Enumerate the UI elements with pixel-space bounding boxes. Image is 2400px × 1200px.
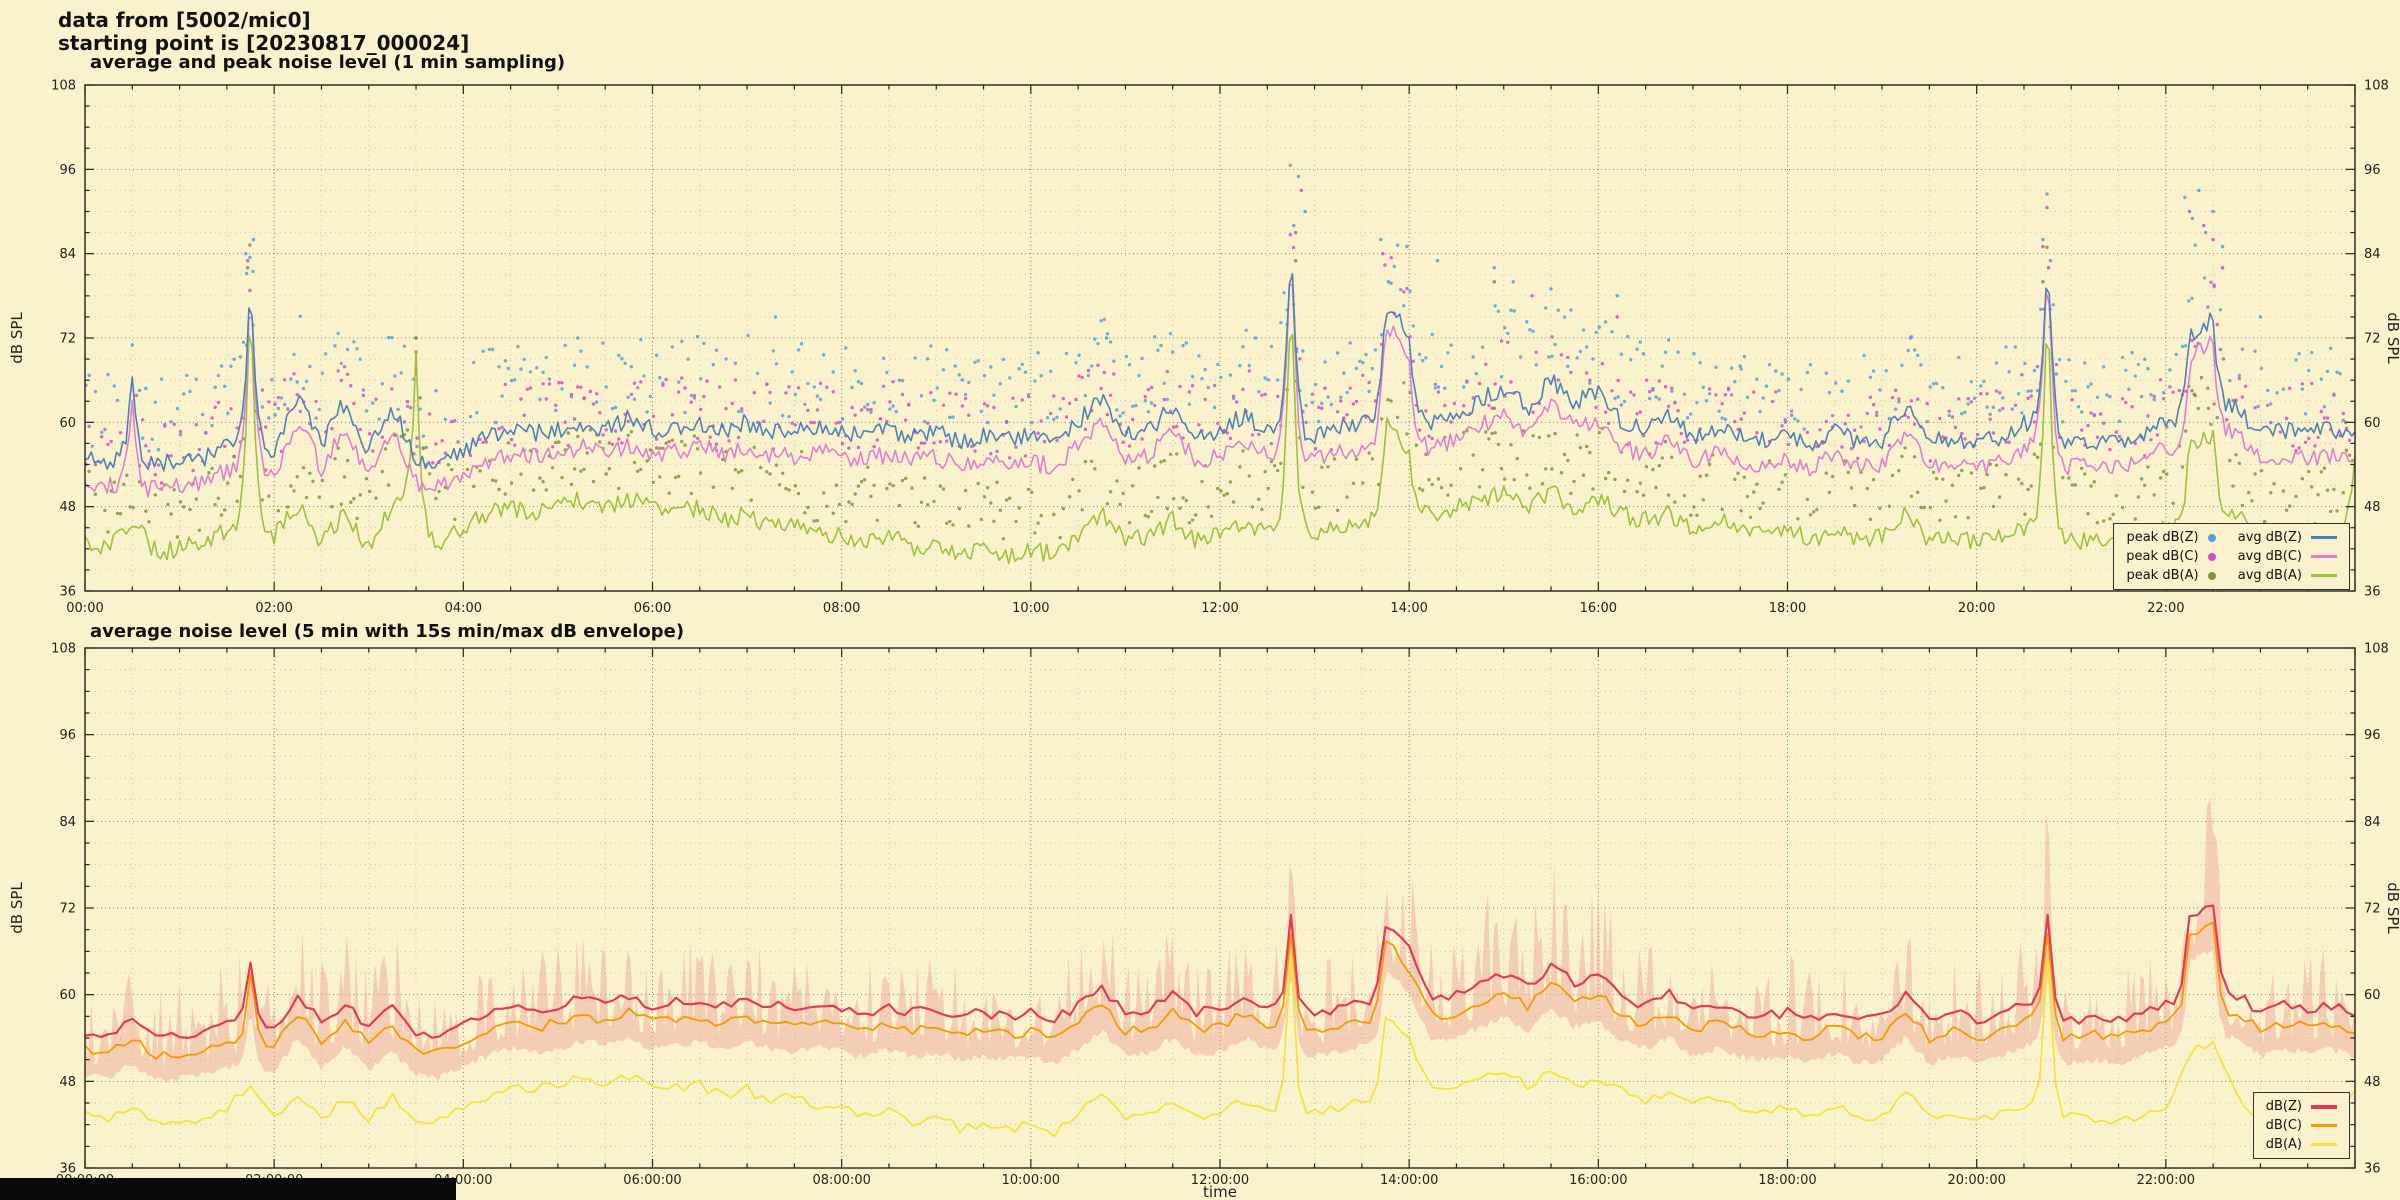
- legend-label-avg-dbz: avg dB(Z): [2237, 530, 2302, 545]
- peak-dbz-marker-icon: [2207, 533, 2216, 542]
- svg-text:96: 96: [2364, 728, 2381, 743]
- svg-text:108: 108: [2364, 79, 2389, 94]
- svg-text:08:00:00: 08:00:00: [812, 1173, 870, 1188]
- svg-text:72: 72: [2364, 332, 2381, 347]
- legend-item-peak-dba: peak dB(A): [2126, 568, 2216, 583]
- svg-text:18:00: 18:00: [1769, 601, 1806, 616]
- svg-text:12:00:00: 12:00:00: [1191, 1173, 1249, 1188]
- header-data-source: data from [5002/mic0]: [58, 8, 311, 32]
- dba-line-icon: [2311, 1143, 2337, 1146]
- svg-text:00:00: 00:00: [66, 601, 103, 616]
- legend-item-dbz: dB(Z): [2266, 1099, 2337, 1114]
- peak-dbc-marker-icon: [2207, 552, 2216, 561]
- svg-text:48: 48: [59, 1075, 76, 1090]
- svg-text:02:00: 02:00: [255, 601, 292, 616]
- svg-text:dB SPL: dB SPL: [2384, 312, 2400, 364]
- svg-text:96: 96: [2364, 163, 2381, 178]
- svg-text:108: 108: [51, 79, 76, 94]
- svg-text:60: 60: [59, 416, 76, 431]
- legend-label-peak-dbc: peak dB(C): [2126, 549, 2199, 564]
- svg-text:16:00: 16:00: [1580, 601, 1617, 616]
- svg-text:time: time: [1203, 1183, 1237, 1200]
- avg-dba-line-icon: [2311, 574, 2337, 577]
- svg-text:72: 72: [59, 902, 76, 917]
- legend-label-avg-dbc: avg dB(C): [2237, 549, 2302, 564]
- svg-text:04:00: 04:00: [445, 601, 482, 616]
- svg-text:108: 108: [51, 642, 76, 657]
- legend-label-peak-dba: peak dB(A): [2126, 568, 2199, 583]
- legend-item-dba: dB(A): [2266, 1137, 2337, 1152]
- legend-item-avg-dbc: avg dB(C): [2238, 549, 2337, 564]
- legend-label-dba: dB(A): [2265, 1137, 2302, 1152]
- legend-peak-column: peak dB(Z) peak dB(C) peak dB(A): [2126, 530, 2216, 583]
- svg-text:12:00: 12:00: [1201, 601, 1238, 616]
- svg-text:dB SPL: dB SPL: [8, 882, 26, 934]
- legend-label-avg-dba: avg dB(A): [2237, 568, 2302, 583]
- svg-text:96: 96: [59, 163, 76, 178]
- svg-text:60: 60: [59, 988, 76, 1003]
- svg-text:48: 48: [2364, 500, 2381, 515]
- svg-text:84: 84: [2364, 247, 2381, 262]
- svg-text:108: 108: [2364, 642, 2389, 657]
- svg-text:22:00: 22:00: [2147, 601, 2184, 616]
- svg-text:36: 36: [2364, 1162, 2381, 1177]
- svg-text:06:00:00: 06:00:00: [623, 1173, 681, 1188]
- svg-text:20:00: 20:00: [1958, 601, 1995, 616]
- svg-text:14:00: 14:00: [1390, 601, 1427, 616]
- legend-item-dbc: dB(C): [2266, 1118, 2337, 1133]
- legend-column: dB(Z) dB(C) dB(A): [2266, 1099, 2337, 1152]
- legend-label-dbc: dB(C): [2265, 1118, 2302, 1133]
- svg-text:84: 84: [59, 247, 76, 262]
- svg-text:18:00:00: 18:00:00: [1758, 1173, 1816, 1188]
- peak-dba-marker-icon: [2207, 571, 2216, 580]
- svg-text:60: 60: [2364, 416, 2381, 431]
- svg-text:48: 48: [59, 500, 76, 515]
- svg-text:84: 84: [2364, 815, 2381, 830]
- svg-text:22:00:00: 22:00:00: [2137, 1173, 2195, 1188]
- svg-text:08:00: 08:00: [823, 601, 860, 616]
- svg-text:dB SPL: dB SPL: [2384, 882, 2400, 934]
- legend-label-peak-dbz: peak dB(Z): [2126, 530, 2199, 545]
- top-chart-legend: peak dB(Z) peak dB(C) peak dB(A) avg dB(…: [2113, 523, 2350, 590]
- svg-text:14:00:00: 14:00:00: [1380, 1173, 1438, 1188]
- svg-text:10:00:00: 10:00:00: [1002, 1173, 1060, 1188]
- legend-label-dbz: dB(Z): [2265, 1099, 2302, 1114]
- svg-text:36: 36: [2364, 585, 2381, 600]
- svg-text:84: 84: [59, 815, 76, 830]
- svg-text:06:00: 06:00: [634, 601, 671, 616]
- legend-item-avg-dbz: avg dB(Z): [2238, 530, 2337, 545]
- svg-text:36: 36: [59, 585, 76, 600]
- svg-text:60: 60: [2364, 988, 2381, 1003]
- top-noise-chart: 00:00 02:00 04:00 06:00 08:00 10:00 12:00 14:00…: [8, 79, 2400, 617]
- legend-item-peak-dbz: peak dB(Z): [2126, 530, 2216, 545]
- bottom-black-bar: [0, 1178, 456, 1200]
- dbz-line-icon: [2311, 1104, 2337, 1109]
- svg-text:96: 96: [59, 728, 76, 743]
- avg-dbz-line-icon: [2311, 536, 2337, 539]
- svg-text:10:00: 10:00: [1012, 601, 1049, 616]
- svg-text:48: 48: [2364, 1075, 2381, 1090]
- legend-item-avg-dba: avg dB(A): [2238, 568, 2337, 583]
- top-chart-title: average and peak noise level (1 min samp…: [90, 52, 566, 73]
- bottom-chart-legend: dB(Z) dB(C) dB(A): [2252, 1092, 2350, 1159]
- bottom-chart-title: average noise level (5 min with 15s min/…: [90, 621, 685, 642]
- bottom-noise-chart: 00:00:0002:00:0004:00:0006:00:0008:00:00…: [8, 642, 2400, 1200]
- legend-item-peak-dbc: peak dB(C): [2126, 549, 2216, 564]
- svg-text:36: 36: [59, 1162, 76, 1177]
- dbc-line-icon: [2311, 1124, 2337, 1127]
- svg-text:72: 72: [2364, 902, 2381, 917]
- legend-avg-column: avg dB(Z) avg dB(C) avg dB(A): [2238, 530, 2337, 583]
- svg-text:72: 72: [59, 332, 76, 347]
- svg-text:16:00:00: 16:00:00: [1569, 1173, 1627, 1188]
- avg-dbc-line-icon: [2311, 555, 2337, 558]
- svg-text:20:00:00: 20:00:00: [1947, 1173, 2005, 1188]
- header-start-point: starting point is [20230817_000024]: [58, 31, 470, 55]
- svg-text:dB SPL: dB SPL: [8, 312, 26, 364]
